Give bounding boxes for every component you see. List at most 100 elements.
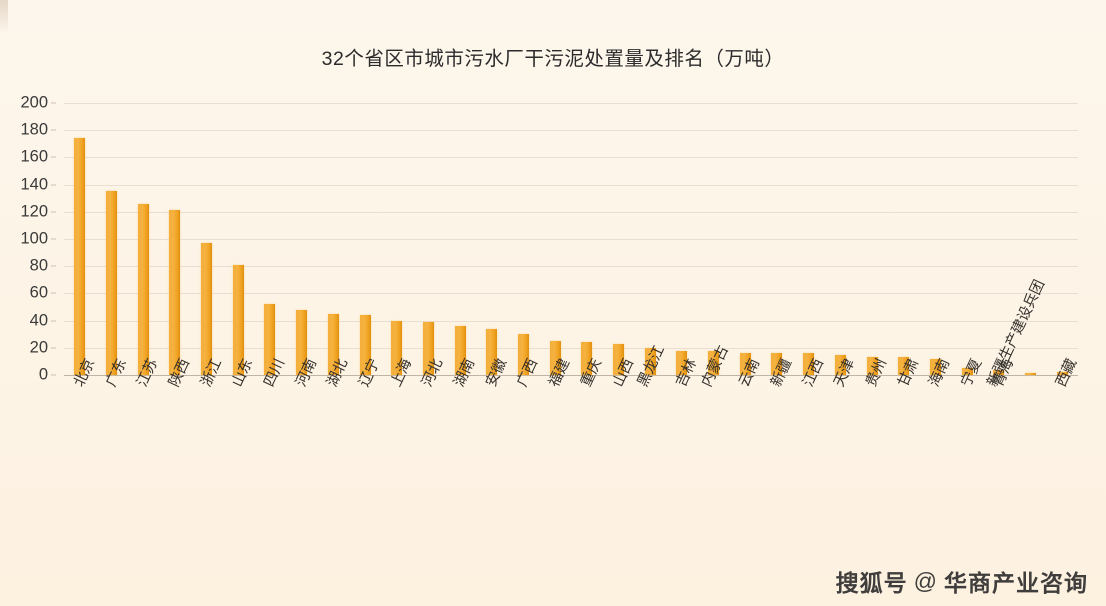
- bar[interactable]: [771, 353, 783, 375]
- bar-slot[interactable]: [106, 103, 118, 375]
- bar-slot[interactable]: [137, 103, 149, 375]
- bar-slot[interactable]: [708, 103, 720, 375]
- x-axis-label-slot: 甘肃: [888, 356, 922, 589]
- bar[interactable]: [422, 321, 434, 375]
- bar-slot[interactable]: [961, 103, 973, 375]
- bar[interactable]: [359, 315, 371, 375]
- x-axis-label-slot: 山西: [603, 356, 637, 589]
- gridline: [64, 347, 1078, 349]
- bar-slot[interactable]: [549, 103, 561, 375]
- bar-slot[interactable]: [644, 103, 656, 375]
- bar[interactable]: [517, 334, 529, 375]
- x-axis-label-slot: 云南: [729, 356, 764, 589]
- bar-slot[interactable]: [803, 103, 815, 375]
- y-axis-tick-mark: [51, 102, 56, 104]
- bar-slot[interactable]: [676, 103, 688, 375]
- bar[interactable]: [613, 343, 625, 375]
- bar-slot[interactable]: [232, 103, 244, 375]
- bar[interactable]: [454, 326, 466, 375]
- x-axis-label-slot: 江西: [793, 356, 827, 589]
- bar[interactable]: [581, 342, 593, 375]
- bar[interactable]: [232, 264, 244, 375]
- y-axis-tick-label: 0: [38, 365, 48, 384]
- x-axis-label-slot: 黑龙江: [634, 343, 668, 589]
- x-axis-label-slot: 福建: [539, 356, 574, 589]
- bar[interactable]: [929, 358, 941, 375]
- y-axis-tick-mark: [51, 238, 56, 240]
- bar-slot[interactable]: [517, 103, 529, 375]
- bar-slot[interactable]: [739, 103, 751, 375]
- bar[interactable]: [201, 243, 213, 375]
- gridline: [64, 320, 1078, 322]
- bar[interactable]: [834, 354, 846, 375]
- x-axis-label-slot: 新疆: [761, 356, 795, 589]
- bar[interactable]: [486, 328, 498, 375]
- bar-slot[interactable]: [771, 103, 783, 375]
- bar[interactable]: [296, 309, 308, 375]
- bar[interactable]: [961, 368, 973, 375]
- bar-slot[interactable]: [486, 103, 498, 375]
- bar-slot[interactable]: [1056, 103, 1068, 375]
- bar[interactable]: [708, 350, 720, 375]
- x-axis-label-slot: 北京: [64, 356, 98, 589]
- bar[interactable]: [327, 313, 339, 375]
- y-axis-tick-label: 180: [20, 120, 48, 139]
- bar-slot[interactable]: [422, 103, 434, 375]
- bar-slot[interactable]: [993, 103, 1005, 375]
- bar[interactable]: [549, 341, 561, 375]
- bar-slot[interactable]: [454, 103, 466, 375]
- chart-title: 32个省区市城市污水厂干污泥处置量及排名（万吨）: [321, 48, 785, 70]
- y-axis-tick-mark: [51, 184, 56, 186]
- x-axis-label-slot: 河南: [286, 356, 320, 589]
- x-axis-label-slot: 西藏: [1046, 356, 1081, 589]
- bar[interactable]: [264, 304, 276, 375]
- watermark: 搜狐号 @ 华商产业咨询: [836, 564, 1088, 598]
- bar[interactable]: [106, 191, 118, 375]
- gridline: [64, 130, 1078, 132]
- bar[interactable]: [739, 353, 751, 375]
- bar[interactable]: [676, 350, 688, 375]
- bar-slot[interactable]: [898, 103, 910, 375]
- bar-slot[interactable]: [169, 103, 181, 375]
- bar[interactable]: [803, 353, 815, 375]
- bar-slot[interactable]: [74, 103, 86, 375]
- bar-slot[interactable]: [264, 103, 276, 375]
- bar[interactable]: [74, 138, 86, 375]
- y-axis-tick-mark: [51, 129, 56, 131]
- y-axis-tick-mark: [51, 374, 56, 376]
- bar-slot[interactable]: [327, 103, 339, 375]
- bar[interactable]: [993, 369, 1005, 375]
- bar-slot[interactable]: [866, 103, 878, 375]
- y-axis-tick-mark: [51, 265, 56, 267]
- bar[interactable]: [169, 210, 181, 375]
- bar-slot[interactable]: [929, 103, 941, 375]
- y-axis-tick-label: 20: [29, 338, 48, 357]
- bar-slot[interactable]: [296, 103, 308, 375]
- bar-slot[interactable]: [1024, 103, 1036, 375]
- corner-decoration: [0, 0, 8, 34]
- x-axis-label-slot: 贵州: [856, 356, 890, 589]
- x-axis-label-slot: 浙江: [191, 356, 225, 589]
- bar[interactable]: [391, 320, 403, 375]
- x-axis-label-slot: 上海: [381, 356, 415, 589]
- bar[interactable]: [1024, 372, 1036, 375]
- y-axis-tick-label: 100: [20, 229, 48, 248]
- bar[interactable]: [644, 347, 656, 375]
- x-axis-label-slot: 青海: [983, 356, 1017, 589]
- y-axis-tick-mark: [51, 211, 56, 213]
- watermark-prefix: 搜狐号: [835, 570, 908, 596]
- bar-slot[interactable]: [359, 103, 371, 375]
- x-axis-label-slot: 吉林: [666, 356, 700, 589]
- bar-slot[interactable]: [834, 103, 846, 375]
- bar[interactable]: [1056, 372, 1068, 375]
- bar[interactable]: [898, 357, 910, 375]
- bar[interactable]: [866, 357, 878, 375]
- bar-slot[interactable]: [391, 103, 403, 375]
- bar-slot[interactable]: [581, 103, 593, 375]
- bar[interactable]: [137, 203, 149, 375]
- bar-slot[interactable]: [201, 103, 213, 375]
- bar-slot[interactable]: [613, 103, 625, 375]
- bar-series: [64, 103, 1078, 375]
- x-axis-label-slot: 湖北: [318, 356, 352, 589]
- y-axis-tick-mark: [51, 347, 56, 349]
